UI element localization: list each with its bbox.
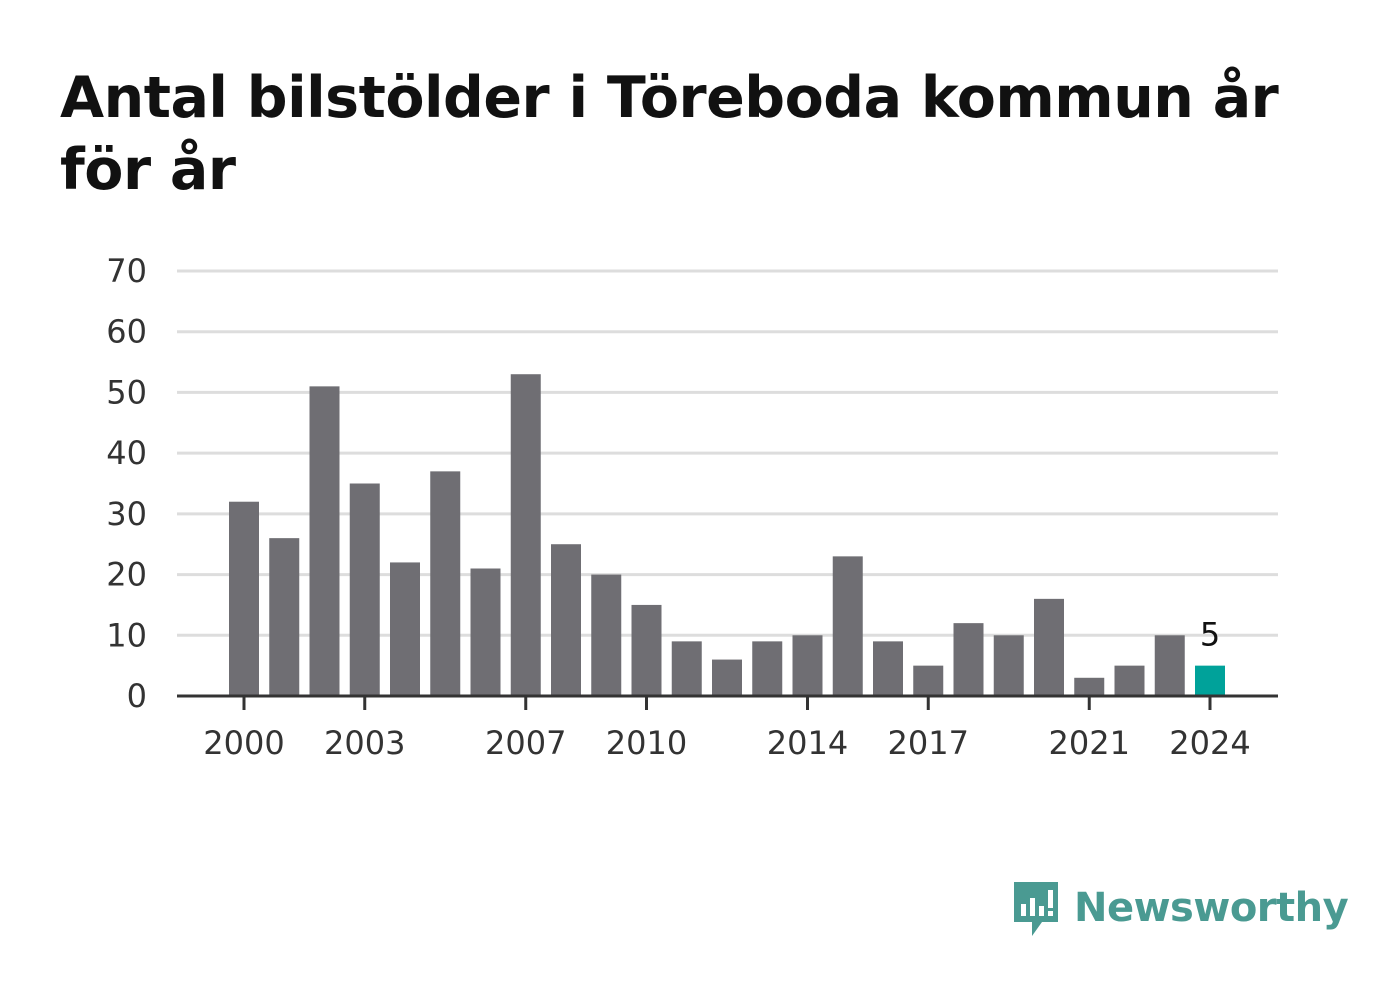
- x-tick-label-2017: 2017: [888, 724, 969, 762]
- bar-2012: [712, 659, 742, 696]
- bar-2023: [1154, 635, 1185, 696]
- bar-2003: [349, 483, 380, 696]
- newsworthy-logo: Newsworthy: [1010, 878, 1349, 938]
- bar-2015: [832, 556, 863, 696]
- x-tick-label-2007: 2007: [485, 724, 566, 762]
- bar-2013: [752, 641, 783, 696]
- y-tick-label-40: 40: [106, 434, 147, 472]
- x-tick-label-2024: 2024: [1169, 724, 1250, 762]
- y-tick-label-10: 10: [106, 616, 147, 654]
- y-tick-label-20: 20: [106, 556, 147, 594]
- bar-2000: [229, 501, 259, 696]
- value-labels: 5: [1200, 616, 1220, 654]
- bar-chart-speech-bubble-icon: [1014, 882, 1058, 936]
- bar-2006: [470, 568, 501, 696]
- x-tick-label-2014: 2014: [767, 724, 848, 762]
- chart-title: Antal bilstölder i Töreboda kommun år fö…: [60, 65, 1279, 203]
- y-tick-label-50: 50: [106, 373, 147, 411]
- bar-2010: [631, 604, 662, 696]
- x-tick-label-2000: 2000: [203, 724, 284, 762]
- y-tick-label-0: 0: [127, 677, 147, 715]
- y-axis-ticks: 0 10 20 30 40 50 60 70: [106, 252, 147, 715]
- bar-2008: [551, 544, 581, 696]
- x-tick-label-2021: 2021: [1049, 724, 1130, 762]
- bar-2019: [993, 635, 1024, 696]
- bar-2004: [390, 562, 420, 696]
- y-tick-label-70: 70: [106, 252, 147, 290]
- brand-name: Newsworthy: [1074, 885, 1349, 931]
- bar-2007: [510, 374, 541, 696]
- bar-2017: [913, 665, 944, 696]
- bar-2018: [953, 623, 984, 696]
- bar-2002: [309, 386, 340, 696]
- gridlines: [177, 269, 1278, 637]
- bar-2020: [1034, 598, 1064, 696]
- bar-2011: [671, 641, 702, 696]
- bar-2005: [430, 471, 461, 696]
- bar-2024: [1195, 665, 1225, 696]
- bar-2001: [269, 538, 300, 696]
- bars: [229, 374, 1225, 696]
- y-tick-label-30: 30: [106, 495, 147, 533]
- x-tick-label-2010: 2010: [606, 724, 687, 762]
- x-tick-label-2003: 2003: [324, 724, 405, 762]
- bar-2021: [1074, 677, 1105, 696]
- bar-2009: [591, 574, 622, 696]
- y-tick-label-60: 60: [106, 313, 147, 351]
- bar-2022: [1114, 665, 1145, 696]
- bar-2016: [873, 641, 903, 696]
- bar-2014: [792, 635, 823, 696]
- value-label-2024: 5: [1200, 616, 1220, 654]
- x-axis-ticks: 2000 2003 2007 2010 2014 2017 2021 2024: [203, 696, 1251, 762]
